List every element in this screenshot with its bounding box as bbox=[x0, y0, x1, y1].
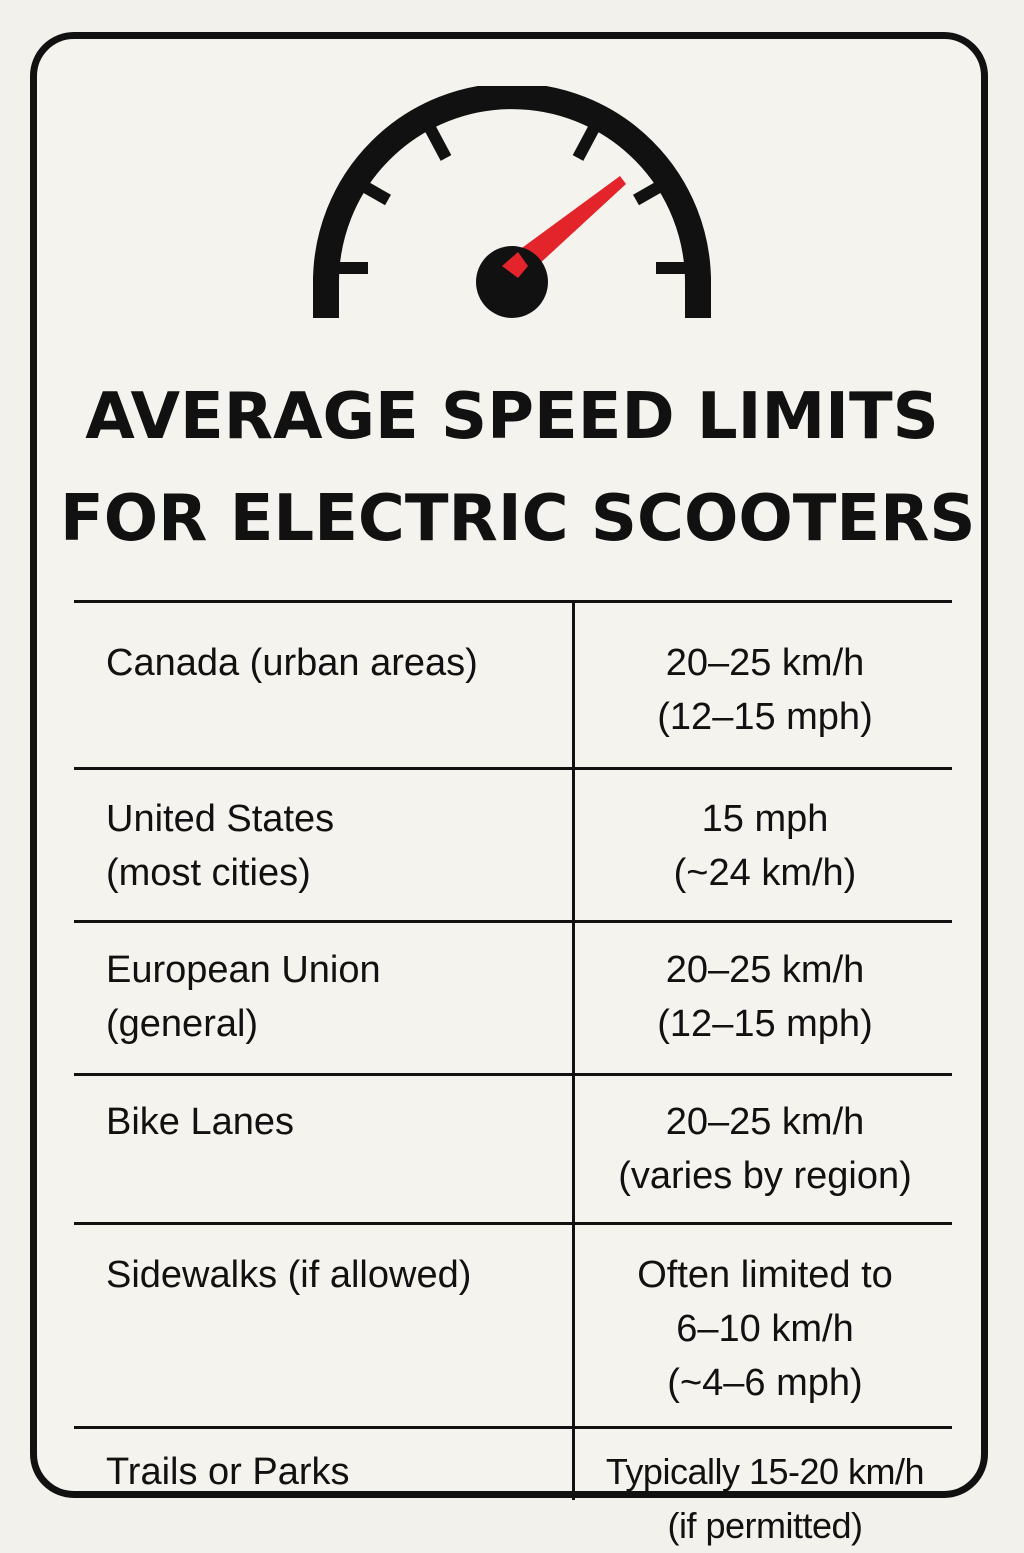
table-column-divider bbox=[572, 600, 575, 1500]
title-line-2: FOR ELECTRIC SCOOTERS bbox=[60, 482, 976, 556]
row-limit: 15 mph (~24 km/h) bbox=[673, 798, 857, 894]
table-divider bbox=[74, 1222, 952, 1225]
row-label: Trails or Parks bbox=[106, 1451, 350, 1493]
table-divider bbox=[74, 600, 952, 603]
row-limit: Typically 15-20 km/h (if permitted) bbox=[605, 1451, 925, 1546]
row-limit: 20–25 km/h (12–15 mph) bbox=[657, 949, 873, 1045]
row-label: United States (most cities) bbox=[106, 798, 335, 894]
row-label: Canada (urban areas) bbox=[106, 642, 478, 684]
row-label: Sidewalks (if allowed) bbox=[106, 1254, 472, 1296]
table-divider bbox=[74, 920, 952, 923]
row-limit: Often limited to 6–10 km/h (~4–6 mph) bbox=[637, 1254, 893, 1404]
title-line-1: AVERAGE SPEED LIMITS bbox=[85, 380, 939, 454]
row-label: European Union (general) bbox=[106, 949, 381, 1045]
table-divider bbox=[74, 1073, 952, 1076]
row-limit: 20–25 km/h (12–15 mph) bbox=[657, 642, 873, 738]
table-divider bbox=[74, 1426, 952, 1429]
row-label: Bike Lanes bbox=[106, 1101, 295, 1143]
speedometer-icon bbox=[313, 86, 711, 318]
row-limit: 20–25 km/h (varies by region) bbox=[618, 1101, 912, 1197]
table-divider bbox=[74, 767, 952, 770]
